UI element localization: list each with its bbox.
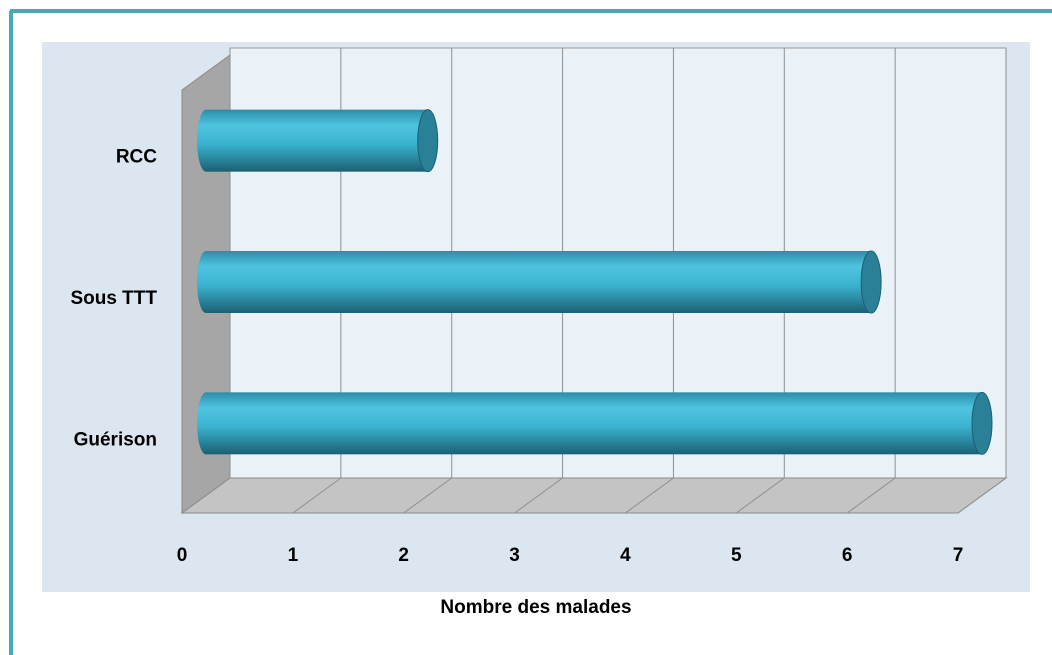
floor-grid-line <box>514 477 563 514</box>
floor-grid-line <box>292 477 342 514</box>
x-tick-label: 6 <box>842 545 853 566</box>
bar-start-cap <box>197 392 215 455</box>
bar-body <box>206 109 428 172</box>
floor-grid-line <box>957 477 1007 514</box>
floor-grid-line <box>735 477 785 514</box>
bar-end-cap <box>417 109 439 173</box>
x-tick-label: 1 <box>288 545 299 566</box>
bar-body <box>206 392 982 455</box>
floor-grid-line <box>181 477 231 514</box>
x-tick-label: 2 <box>398 545 409 566</box>
x-tick-label: 7 <box>953 545 964 566</box>
y-tick-label: Guérison <box>74 429 157 450</box>
floor <box>180 477 1008 514</box>
bar <box>197 109 439 173</box>
bar <box>197 250 882 314</box>
bar-body <box>206 251 872 313</box>
x-tick-label: 3 <box>509 545 520 566</box>
x-tick-label: 4 <box>620 545 631 566</box>
bar-start-cap <box>197 251 215 313</box>
floor-grid-line <box>846 477 896 514</box>
y-tick-label: RCC <box>116 147 157 168</box>
x-tick-label: 0 <box>177 545 188 566</box>
x-tick-label: 5 <box>731 545 742 566</box>
bar <box>197 391 993 455</box>
y-tick-label: Sous TTT <box>70 288 157 309</box>
bar-end-cap <box>860 250 882 314</box>
bar-end-cap <box>971 391 993 455</box>
x-axis-label: Nombre des malades <box>440 597 631 618</box>
floor-grid-line <box>625 477 674 514</box>
floor-grid-line <box>403 477 453 514</box>
bar-start-cap <box>197 109 215 172</box>
